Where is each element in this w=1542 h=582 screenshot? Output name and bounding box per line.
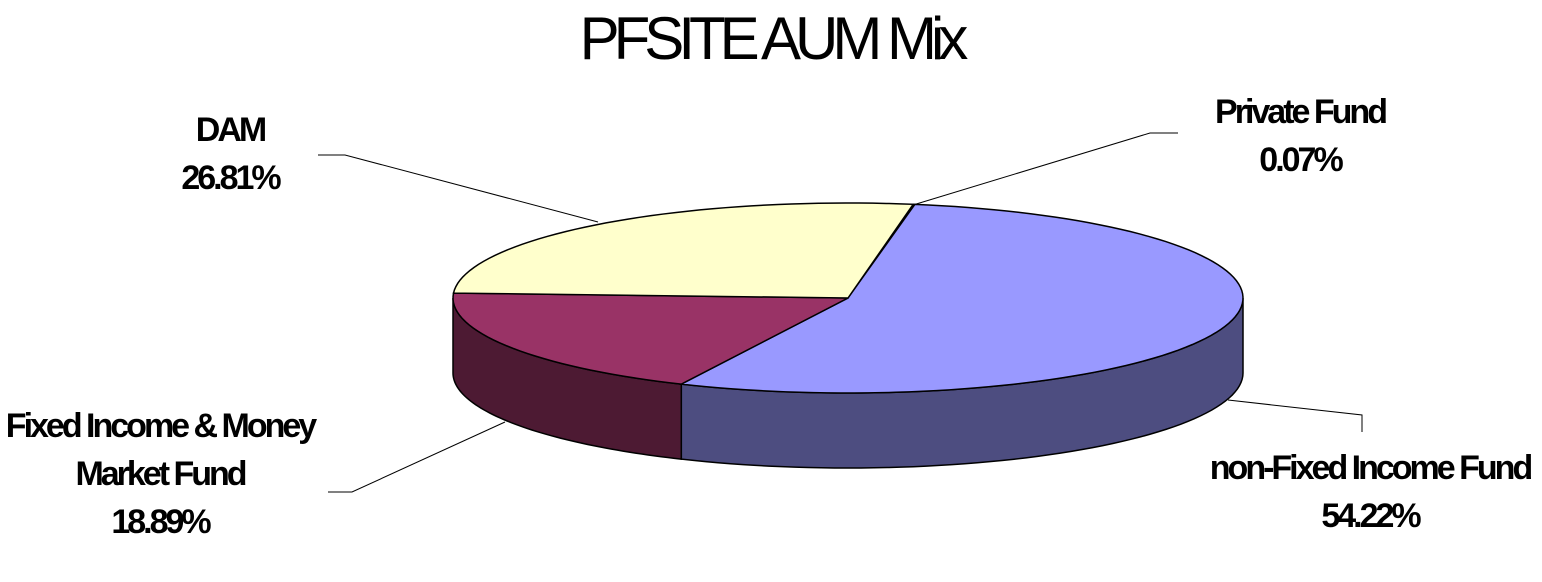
slice	[452, 292, 849, 385]
slice	[452, 202, 915, 299]
leader-line	[328, 421, 506, 493]
value-label: 26.81%	[181, 159, 281, 197]
category-label: DAM	[195, 111, 267, 149]
slice	[678, 203, 1244, 394]
slice-label: Private Fund 0.07%	[1160, 88, 1440, 184]
slice-label: Fixed Income & Money Market Fund 18.89%	[0, 402, 320, 546]
category-label: non-Fixed Income Fund	[1209, 449, 1533, 487]
slice-label: DAM 26.81%	[130, 106, 330, 202]
category-label: Fixed Income & Money Market Fund	[5, 407, 317, 493]
value-label: 54.22%	[1321, 497, 1421, 535]
category-label: Private Fund	[1215, 93, 1388, 131]
value-label: 18.89%	[111, 503, 211, 541]
leader-line	[318, 154, 599, 223]
leader-line	[1227, 399, 1363, 432]
chart-title: PFSITE AUM Mix	[579, 5, 969, 72]
value-label: 0.07%	[1259, 141, 1343, 179]
slice-label: non-Fixed Income Fund 54.22%	[1190, 444, 1542, 540]
leader-line	[912, 132, 1178, 206]
leader-lines	[318, 132, 1363, 493]
